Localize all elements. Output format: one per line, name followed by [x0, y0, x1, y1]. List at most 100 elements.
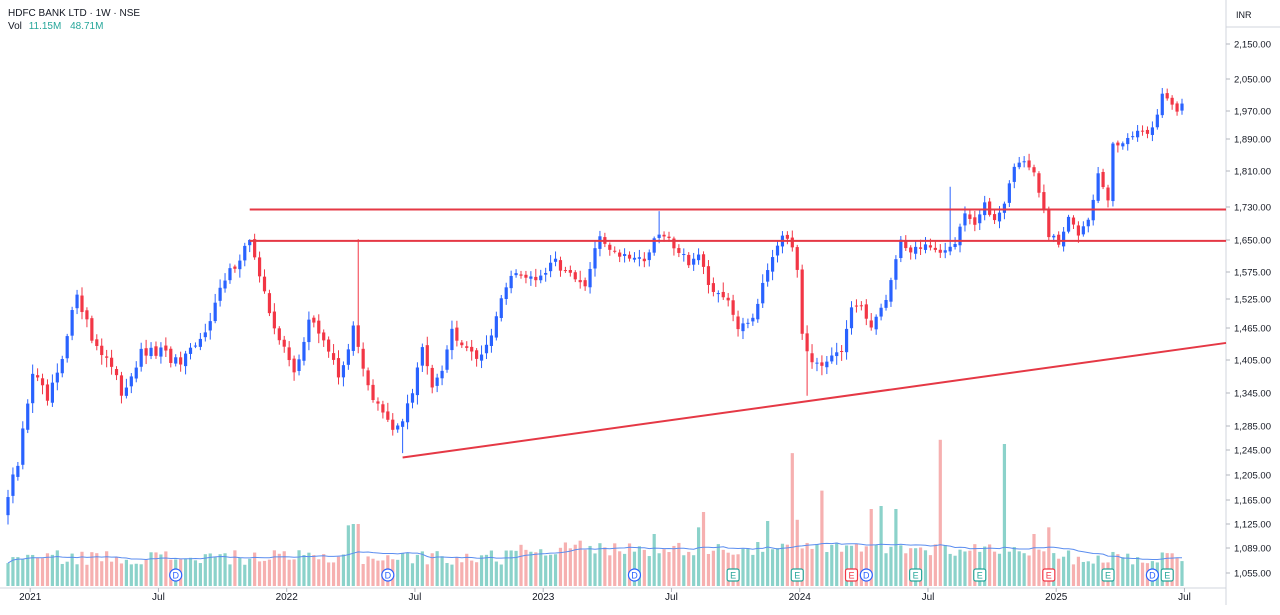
volume-bar — [159, 554, 163, 586]
volume-bar — [844, 545, 849, 586]
candle-body — [248, 239, 252, 246]
ascending-trendline — [402, 341, 1227, 459]
volume-bar — [874, 544, 878, 586]
candle-body — [800, 269, 804, 334]
volume-bar — [830, 544, 834, 586]
volume-bar — [45, 553, 50, 586]
candle-body — [484, 344, 489, 354]
symbol-title[interactable]: HDFC BANK LTD · 1W · NSE — [8, 8, 141, 19]
candle-body — [608, 244, 612, 250]
candle-body — [904, 241, 908, 249]
volume-bar — [6, 563, 10, 586]
candle-body — [11, 474, 15, 496]
candle-body — [711, 283, 715, 292]
time-tick-label: Jul — [922, 592, 935, 603]
candle-body — [869, 320, 873, 328]
candle-body — [573, 272, 577, 280]
volume-bar — [336, 556, 341, 586]
candle-body — [183, 353, 188, 367]
volume-bar — [928, 555, 933, 586]
candle-body — [282, 339, 286, 347]
earnings-marker — [726, 568, 740, 582]
candle-body — [119, 375, 124, 396]
candle-body — [415, 367, 420, 396]
candle-body — [825, 361, 829, 368]
volume-bar — [1096, 555, 1100, 586]
candle-body — [376, 401, 380, 404]
volume-bar — [80, 551, 84, 586]
price-tick-label: 1,245.00 — [1234, 446, 1271, 457]
candle-body — [287, 347, 291, 361]
volume-value: 11.15M — [28, 21, 62, 32]
candle-body — [1002, 203, 1007, 213]
candle-body — [593, 248, 597, 269]
volume-bar — [573, 544, 577, 586]
candle-body — [943, 250, 947, 253]
candle-body — [519, 274, 523, 276]
volume-bar — [475, 562, 479, 586]
candle-body — [726, 297, 730, 301]
candle-body — [346, 349, 350, 365]
candle-body — [198, 338, 202, 347]
candle-body — [322, 332, 326, 341]
volume-bar — [958, 549, 962, 586]
candle-body — [85, 310, 89, 320]
candle-body — [864, 304, 868, 319]
candle-body — [253, 239, 257, 258]
volume-bar — [248, 558, 252, 586]
candle-body — [1175, 103, 1179, 112]
candle-body — [169, 348, 173, 363]
volume-bar — [376, 560, 380, 586]
volume-bar — [440, 556, 444, 586]
candle-body — [179, 357, 183, 365]
time-tick-label: 2022 — [276, 592, 299, 603]
volume-bar — [588, 545, 592, 586]
candle-body — [499, 298, 503, 318]
candle-body — [1126, 137, 1130, 145]
candle-body — [1145, 129, 1150, 134]
candle-body — [302, 341, 306, 361]
dividend-marker — [169, 568, 183, 582]
candle-body — [489, 335, 494, 346]
candle-body — [144, 348, 148, 356]
volume-bar — [489, 550, 494, 586]
volume-bar — [766, 521, 770, 586]
volume-bar — [208, 553, 212, 586]
candle-body — [677, 248, 681, 253]
candle-body — [859, 305, 863, 307]
candle-body — [297, 359, 301, 372]
candle-body — [292, 358, 296, 373]
volume-bar — [963, 551, 967, 586]
volume-bar — [534, 552, 538, 586]
candle-body — [874, 316, 878, 330]
candle-body — [267, 293, 272, 314]
candle-body — [425, 345, 429, 367]
candle-body — [958, 226, 962, 246]
earnings-marker — [844, 568, 859, 582]
price-tick-label: 1,055.00 — [1234, 569, 1271, 580]
volume-bar — [859, 551, 863, 586]
price-tick-label: 1,730.00 — [1234, 203, 1271, 214]
volume-bars — [6, 439, 1184, 586]
candle-body — [327, 339, 331, 352]
price-tick-label: 1,165.00 — [1234, 496, 1271, 507]
volume-bar — [287, 559, 291, 586]
volume-bar — [825, 552, 829, 586]
volume-bar — [213, 557, 217, 586]
candle-body — [933, 247, 937, 250]
volume-bar — [223, 553, 227, 586]
candle-body — [341, 365, 346, 378]
volume-bar — [331, 562, 336, 586]
volume-bar — [509, 550, 513, 586]
volume-bar — [410, 563, 415, 586]
volume-bar — [662, 549, 666, 586]
volume-bar — [346, 525, 350, 586]
candle-body — [31, 373, 35, 404]
currency-label[interactable]: INR — [1236, 10, 1252, 20]
candle-body — [1057, 234, 1061, 245]
volume-bar — [647, 556, 651, 586]
volume-bar — [805, 542, 809, 586]
